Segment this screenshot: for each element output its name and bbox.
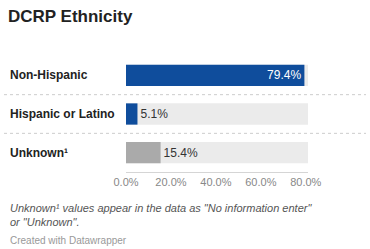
svg-text:60.0%: 60.0%: [245, 176, 276, 188]
svg-text:40.0%: 40.0%: [200, 176, 231, 188]
svg-text:80.0%: 80.0%: [290, 176, 321, 188]
svg-text:5.1%: 5.1%: [140, 107, 168, 121]
svg-text:Created with Datawrapper: Created with Datawrapper: [10, 235, 127, 246]
svg-text:0.0%: 0.0%: [113, 176, 138, 188]
svg-text:Unknown¹: Unknown¹: [10, 146, 68, 160]
svg-text:15.4%: 15.4%: [164, 146, 198, 160]
svg-text:DCRP Ethnicity: DCRP Ethnicity: [8, 7, 133, 26]
svg-text:Unknown¹ values appear in the: Unknown¹ values appear in the data as "N…: [10, 202, 312, 228]
svg-text:20.0%: 20.0%: [155, 176, 186, 188]
svg-text:Non-Hispanic: Non-Hispanic: [10, 68, 88, 82]
svg-text:79.4%: 79.4%: [267, 68, 301, 82]
svg-text:Hispanic or Latino: Hispanic or Latino: [10, 107, 115, 121]
